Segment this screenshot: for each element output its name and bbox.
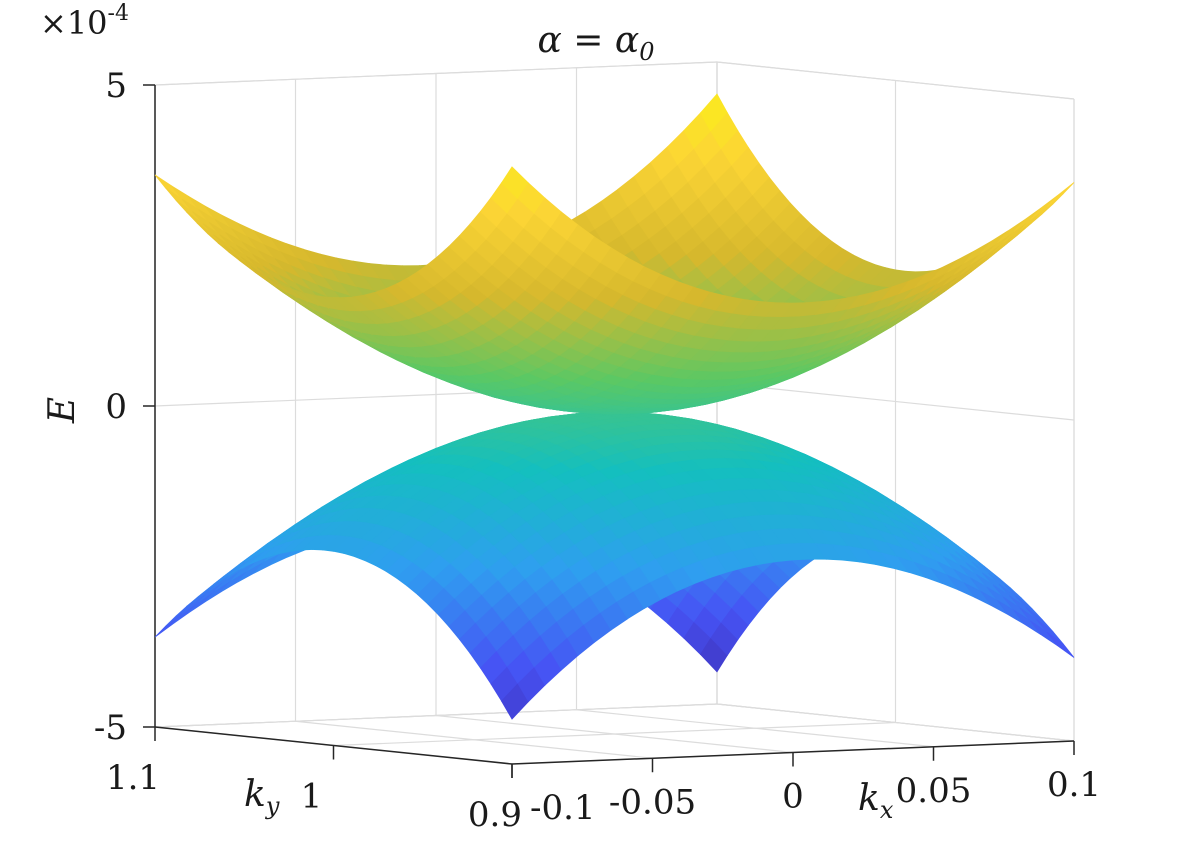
upper-band-patch bbox=[1046, 182, 1075, 208]
x-tick-label: 0.05 bbox=[896, 771, 972, 811]
grid-lines bbox=[154, 61, 1075, 765]
y-tick-label: 0.9 bbox=[468, 795, 522, 835]
x-tick-label: -0.05 bbox=[609, 782, 696, 822]
surface-patches bbox=[154, 93, 1075, 720]
grid-line bbox=[716, 382, 1075, 421]
y-axis-label: ky bbox=[244, 774, 280, 820]
lower-band-patch bbox=[171, 601, 199, 626]
x-tick-label: 0 bbox=[782, 777, 804, 817]
lower-band-patch bbox=[1046, 631, 1075, 658]
x-axis-label: kx bbox=[858, 778, 894, 824]
grid-line bbox=[716, 61, 1075, 100]
grid-line bbox=[154, 703, 718, 728]
z-tick-label: 0 bbox=[105, 387, 127, 427]
chart-title: α = α0 bbox=[538, 20, 655, 66]
z-axis-label: E bbox=[42, 397, 83, 424]
tick-marks bbox=[143, 84, 1075, 778]
tick-labels: 5 0 -5 -0.1 -0.05 0 0.05 0.1 1.1 1 0.9 bbox=[94, 66, 1101, 835]
x-tick-label: -0.1 bbox=[530, 788, 596, 828]
grid-line bbox=[716, 703, 1075, 742]
y-tick-label: 1 bbox=[301, 777, 323, 817]
upper-band-patch bbox=[1030, 195, 1058, 220]
upper-band-patch bbox=[154, 174, 183, 200]
x-tick-label: 0.1 bbox=[1047, 765, 1101, 805]
upper-band-patch bbox=[1013, 207, 1042, 232]
grid-line bbox=[154, 61, 718, 86]
z-exponent-label: ×10-4 bbox=[40, 1, 129, 42]
y-tick-label: 1.1 bbox=[106, 758, 160, 798]
z-tick-label: 5 bbox=[105, 66, 127, 106]
z-tick-label: -5 bbox=[94, 708, 127, 748]
grid-line bbox=[333, 721, 896, 747]
